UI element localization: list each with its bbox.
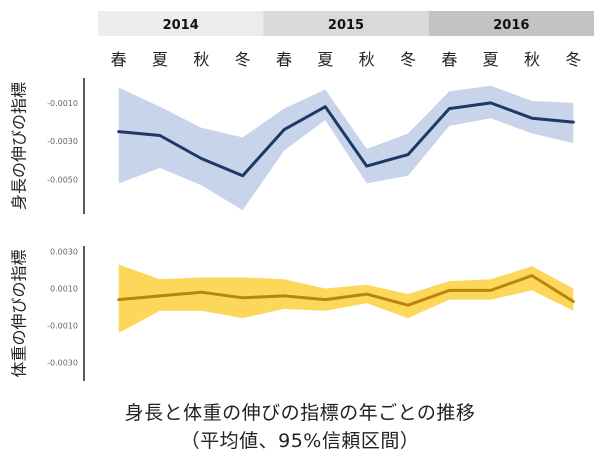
chart-figure: 2014 2015 2016 春 夏 秋 冬 春 夏 秋 冬 春 夏 秋 冬 -0.0010 -0.0030 -0…: [0, 0, 600, 458]
height-confidence-band: [119, 86, 574, 211]
height-y-tick-label: -0.0050: [47, 176, 78, 185]
chart-svg: 2014 2015 2016 春 夏 秋 冬 春 夏 秋 冬 春 夏 秋 冬 -0.0010 -0.0030 -0…: [0, 0, 600, 458]
season-label: 春: [276, 50, 292, 69]
weight-y-tick-label: 0.0010: [50, 285, 78, 294]
season-label: 冬: [235, 50, 251, 69]
weight-y-tick-label: -0.0030: [47, 359, 78, 368]
season-label: 冬: [565, 50, 581, 69]
season-label: 冬: [400, 50, 416, 69]
season-label: 夏: [152, 50, 168, 69]
season-label: 夏: [483, 50, 499, 69]
season-label: 春: [441, 50, 457, 69]
season-label: 秋: [524, 50, 540, 69]
year-label: 2015: [328, 18, 364, 33]
season-label: 春: [111, 50, 127, 69]
weight-y-tick-label: -0.0010: [47, 322, 78, 331]
chart-subtitle: （平均値、95%信頼区間）: [0, 426, 600, 453]
year-label: 2014: [163, 18, 199, 33]
height-y-axis-title: 身長の伸びの指標: [10, 82, 29, 210]
weight-confidence-band: [119, 265, 574, 333]
season-label: 夏: [317, 50, 333, 69]
height-y-tick-label: -0.0010: [47, 99, 78, 108]
height-y-tick-label: -0.0030: [47, 137, 78, 146]
chart-title: 身長と体重の伸びの指標の年ごとの推移: [0, 398, 600, 425]
weight-y-axis-title: 体重の伸びの指標: [10, 249, 29, 377]
weight-y-tick-label: 0.0030: [50, 248, 78, 257]
year-label: 2016: [493, 18, 529, 33]
season-label: 秋: [359, 50, 375, 69]
season-label: 秋: [193, 50, 209, 69]
